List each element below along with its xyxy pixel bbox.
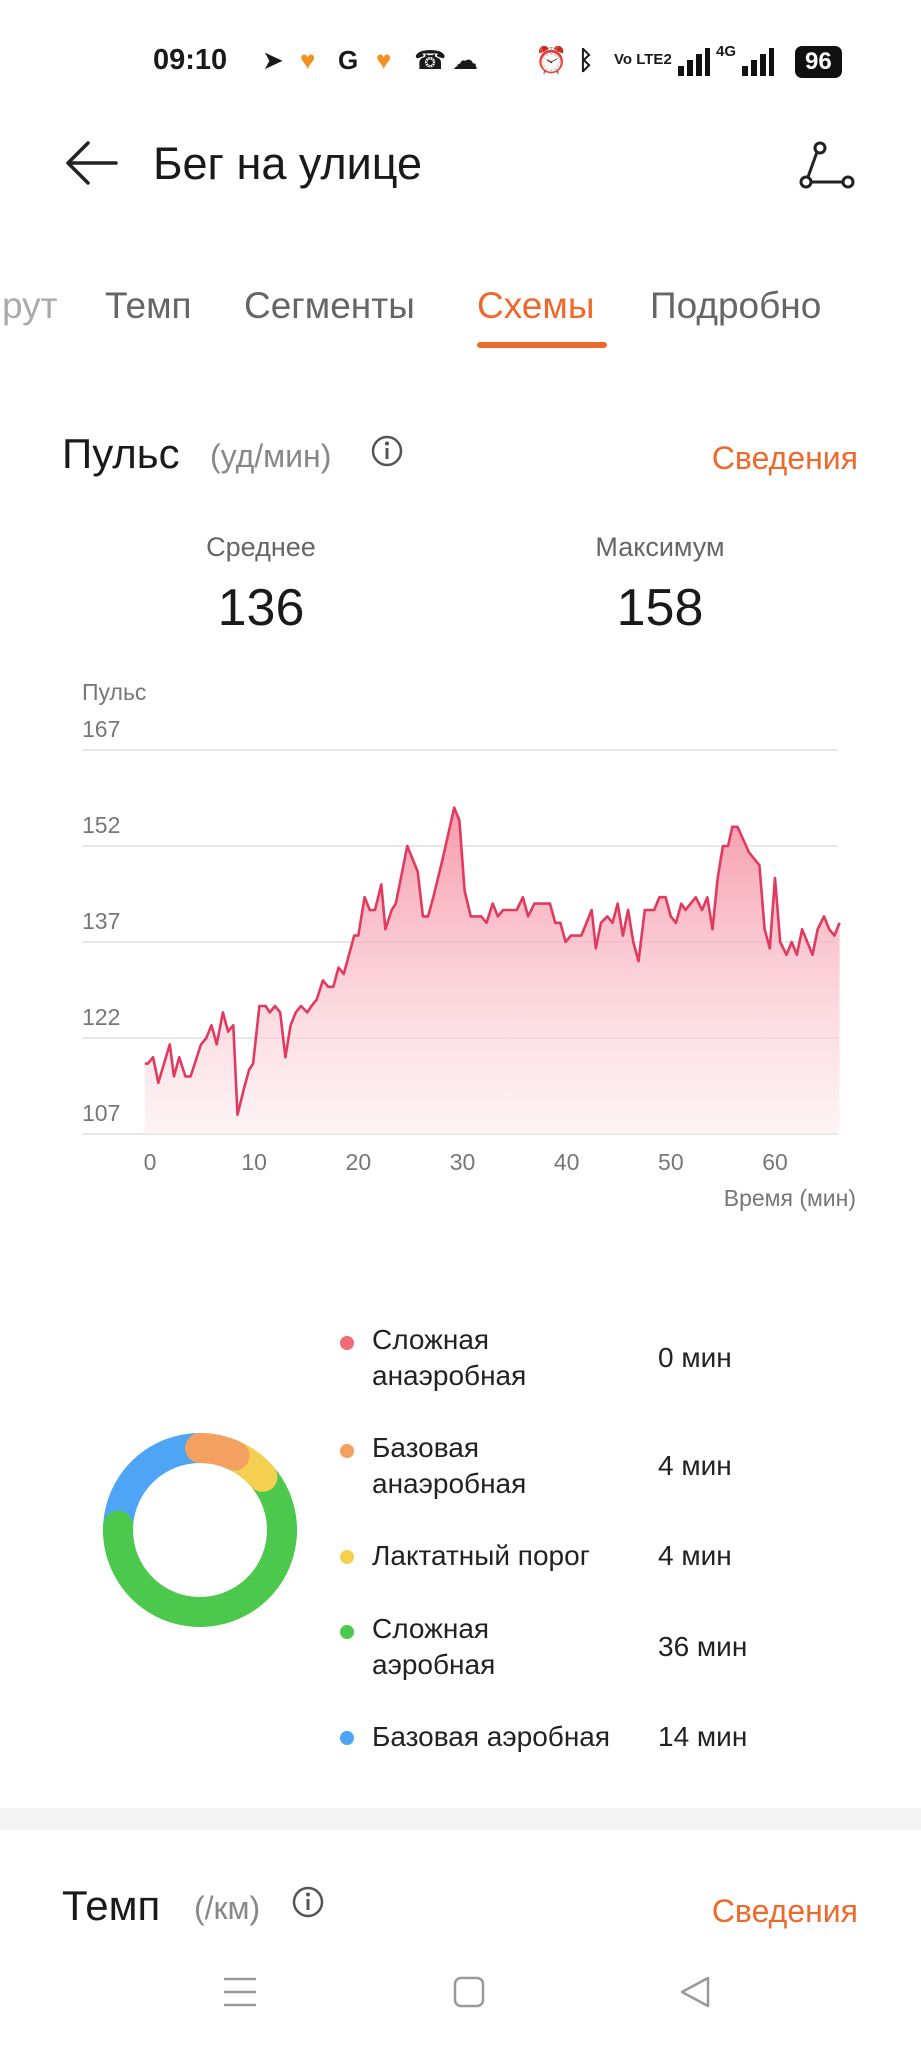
tab-segments[interactable]: Сегменты <box>244 285 415 326</box>
heart-rate-chart: Пульс 167 152 137 122 107 0 10 20 30 40 50 60 Время (… <box>82 679 856 1211</box>
max-label: Максимум <box>595 532 725 562</box>
y-tick-label: 152 <box>82 812 120 838</box>
share-button[interactable] <box>798 140 858 190</box>
y-tick-label: 137 <box>82 908 120 934</box>
heart-icon: ♥ <box>376 45 392 75</box>
google-icon: G <box>338 45 359 75</box>
zone-name-line: аэробная <box>372 1649 496 1680</box>
y-tick-label: 167 <box>82 716 120 742</box>
x-tick-label: 40 <box>554 1149 580 1175</box>
tab-details[interactable]: Подробно <box>650 285 822 326</box>
clock: 09:10 <box>153 44 228 76</box>
4g-signal-icon <box>742 48 774 76</box>
zone-color-dot <box>340 1731 354 1745</box>
page-title: Бег на улице <box>153 138 423 189</box>
pace-title: Темп <box>62 1882 161 1929</box>
x-tick-label: 0 <box>144 1149 157 1175</box>
info-icon[interactable] <box>370 434 404 468</box>
tab-charts[interactable]: Схемы <box>477 285 595 326</box>
zone-color-dot <box>340 1625 354 1639</box>
zone-name-line: анаэробная <box>372 1360 527 1391</box>
zone-color-dot <box>340 1550 354 1564</box>
x-tick-label: 60 <box>762 1149 788 1175</box>
x-tick-label: 10 <box>241 1149 267 1175</box>
home-icon[interactable] <box>452 1975 486 2009</box>
menu-icon[interactable] <box>222 1975 258 2009</box>
alarm-icon: ⏰ <box>535 45 568 75</box>
pulse-unit: (уд/мин) <box>210 438 332 474</box>
back-icon[interactable] <box>678 1975 712 2009</box>
tab-bar: Маршрут Темп Сегменты Схемы Подробно <box>0 285 921 335</box>
zone-name: Сложная анаэробная <box>372 1322 526 1394</box>
zone-donut-chart <box>103 1433 297 1627</box>
zone-name: Сложная аэробная <box>372 1611 495 1683</box>
zone-name-line: Базовая аэробная <box>372 1721 611 1752</box>
status-bar: 09:10 ➤ ♥ G ♥ ☎ ☁ ⏰ ᛒ Vo LTE2 4G 96 <box>0 40 921 84</box>
tab-route[interactable]: Маршрут <box>0 285 58 326</box>
info-icon[interactable] <box>291 1885 325 1919</box>
area-fill <box>144 807 840 1134</box>
pace-unit: (/км) <box>194 1890 261 1926</box>
active-tab-indicator <box>477 342 607 348</box>
missed-call-icon: ☎ <box>414 45 447 75</box>
legend-item: Базовая аэробная 14 мин <box>340 1719 820 1791</box>
zone-duration: 0 мин <box>658 1342 732 1373</box>
heart-icon: ♥ <box>300 45 316 75</box>
volte-icon: Vo LTE2 <box>614 51 672 68</box>
y-tick-label: 122 <box>82 1004 120 1030</box>
donut-segment <box>103 1433 215 1541</box>
zone-name: Базовая аэробная <box>372 1719 610 1755</box>
zone-duration: 14 мин <box>658 1721 748 1752</box>
cloud-icon: ☁ <box>452 45 478 75</box>
heart-rate-line <box>144 806 841 1117</box>
avg-value: 136 <box>217 579 305 637</box>
zone-color-dot <box>340 1444 354 1458</box>
signal-icon <box>678 48 710 76</box>
zone-name-line: Сложная <box>372 1324 490 1355</box>
max-value: 158 <box>616 579 704 637</box>
back-button[interactable] <box>62 138 122 188</box>
telegram-icon: ➤ <box>262 45 284 75</box>
legend-item: Лактатный порог 4 мин <box>340 1538 820 1610</box>
legend-item: Сложная анаэробная 0 мин <box>340 1322 820 1394</box>
zone-name: Лактатный порог <box>372 1538 590 1574</box>
legend-item: Сложная аэробная 36 мин <box>340 1611 820 1683</box>
bluetooth-icon: ᛒ <box>578 45 594 75</box>
donut-segment <box>185 1433 250 1471</box>
share-icon <box>799 141 855 189</box>
pace-details-link[interactable]: Сведения <box>711 1893 858 1929</box>
battery-indicator: 96 <box>795 46 842 78</box>
tab-pace[interactable]: Темп <box>105 285 192 326</box>
avg-label: Среднее <box>206 532 316 562</box>
x-tick-label: 20 <box>346 1149 372 1175</box>
y-tick-label: 107 <box>82 1100 120 1126</box>
zone-name: Базовая анаэробная <box>372 1430 526 1502</box>
y-axis-label: Пульс <box>82 679 146 705</box>
section-divider <box>0 1808 921 1830</box>
x-tick-label: 50 <box>658 1149 684 1175</box>
zone-duration: 4 мин <box>658 1450 732 1481</box>
4g-label: 4G <box>716 43 737 60</box>
zone-name-line: Сложная <box>372 1613 490 1644</box>
legend-item: Базовая анаэробная 4 мин <box>340 1430 820 1502</box>
zone-name-line: анаэробная <box>372 1468 527 1499</box>
zone-duration: 36 мин <box>658 1631 748 1662</box>
arrow-left-icon <box>66 141 118 185</box>
zone-name-line: Лактатный порог <box>372 1540 590 1571</box>
pulse-title: Пульс <box>62 430 180 477</box>
donut-segment <box>103 1461 297 1627</box>
pulse-details-link[interactable]: Сведения <box>711 440 858 476</box>
zone-duration: 4 мин <box>658 1540 732 1571</box>
zone-color-dot <box>340 1336 354 1350</box>
x-tick-label: 30 <box>450 1149 476 1175</box>
zone-name-line: Базовая <box>372 1432 480 1463</box>
x-axis-label: Время (мин) <box>724 1185 856 1211</box>
